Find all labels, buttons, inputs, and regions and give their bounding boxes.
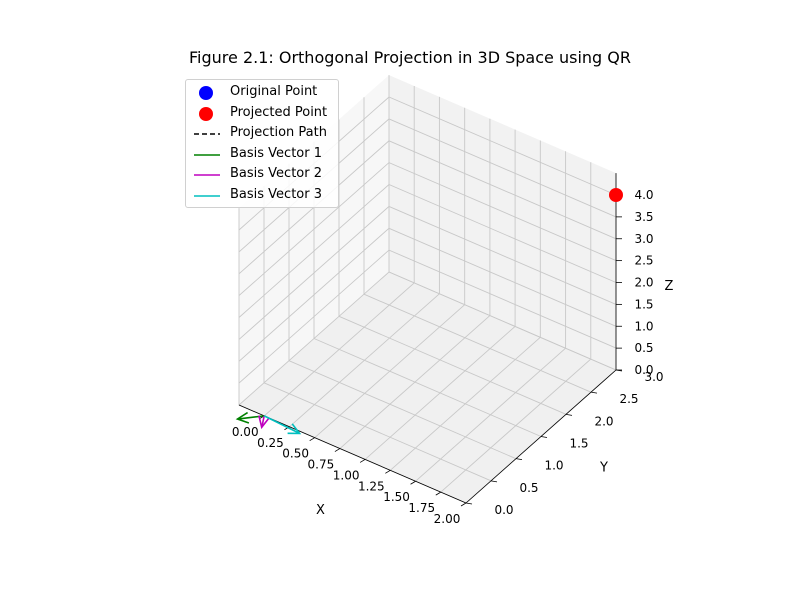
grid-line-z <box>238 205 617 340</box>
z-tick-label: 0.5 <box>634 341 653 355</box>
x-tick-label: 0.25 <box>257 436 284 450</box>
x-tick-label: 1.50 <box>383 490 410 504</box>
x-tick-label: 0.50 <box>282 447 309 461</box>
legend-item: Projected Point <box>186 104 338 124</box>
y-tick <box>490 480 498 483</box>
x-tick <box>435 491 441 496</box>
y-tick <box>590 391 598 394</box>
grid-line-z <box>238 183 617 318</box>
legend-label: Basis Vector 2 <box>230 166 323 182</box>
x-tick <box>309 437 315 442</box>
z-tick-label: 0.0 <box>634 363 653 377</box>
z-tick-label: 3.5 <box>634 210 653 224</box>
x-axis-label: X <box>316 503 325 518</box>
z-tick-label: 2.0 <box>634 276 653 290</box>
legend-label: Original Point <box>230 84 318 99</box>
basis-vector-3 <box>263 415 300 435</box>
y-tick-label: 0.5 <box>519 481 538 495</box>
z-tick-label: 3.0 <box>634 232 653 246</box>
grid-line-z <box>238 140 617 275</box>
y-tick <box>540 436 548 438</box>
legend-label: Basis Vector 1 <box>230 145 323 161</box>
y-tick-label: 0.0 <box>494 503 513 517</box>
z-axis-label: Z <box>665 279 674 294</box>
y-tick-label: 2.5 <box>619 392 638 406</box>
y-tick-label: 2.0 <box>594 414 613 428</box>
x-tick-label: 1.25 <box>358 479 385 493</box>
legend-marker <box>199 86 213 100</box>
x-tick <box>410 480 416 485</box>
y-tick <box>465 502 473 505</box>
grid-line-z <box>238 271 617 406</box>
legend-item: Projection Path <box>186 124 338 144</box>
x-tick <box>385 469 391 474</box>
y-tick <box>565 413 573 416</box>
projected-point-marker <box>609 188 623 202</box>
z-tick-label: 4.0 <box>634 188 653 202</box>
grid-line-z <box>238 227 617 362</box>
legend-marker <box>199 106 213 121</box>
legend: Original Point Projected Point Projection … <box>185 79 339 208</box>
y-tick-label: 3.0 <box>644 370 663 384</box>
z-tick-label: 2.5 <box>634 254 653 268</box>
grid-line-z <box>238 249 617 384</box>
legend-marker <box>194 133 220 135</box>
legend-marker <box>194 195 220 197</box>
axes: 0.000.250.500.751.001.251.501.752.00 0.0 0… <box>232 173 664 526</box>
basis-vector-3-arrowhead <box>287 423 302 435</box>
y-tick-label: 1.0 <box>544 459 563 473</box>
x-tick-label: 1.00 <box>333 468 360 482</box>
legend-label: Basis Vector 3 <box>230 187 323 202</box>
x-tick-label: 2.00 <box>434 512 461 526</box>
legend-label: Projected Point <box>230 104 328 120</box>
y-axis-label: Y <box>599 461 608 476</box>
y-tick <box>515 458 523 461</box>
data-marks <box>235 188 623 435</box>
legend-item: Basis Vector 2 <box>186 165 338 185</box>
legend-item: Basis Vector 3 <box>186 186 338 206</box>
legend-label: Projection Path <box>230 125 327 141</box>
basis-vector-2 <box>260 415 266 428</box>
legend-marker <box>194 153 220 156</box>
legend-item: Original Point <box>186 83 338 103</box>
z-tick-label: 1.5 <box>634 297 653 311</box>
chart-title: Figure 2.1: Orthogonal Projection in 3D … <box>189 48 631 67</box>
basis-vector-1-arrowhead <box>235 411 250 424</box>
x-tick-label: 0.75 <box>308 458 335 472</box>
x-tick <box>460 502 467 507</box>
x-tick-label: 1.75 <box>408 501 435 515</box>
legend-marker <box>194 174 220 177</box>
grid-line-z <box>238 162 617 296</box>
x-tick <box>359 459 366 463</box>
x-tick-label: 0.00 <box>232 425 259 439</box>
x-tick <box>334 448 341 452</box>
basis-vector-2-arrowhead <box>258 415 270 430</box>
y-tick-label: 1.5 <box>569 437 588 451</box>
z-tick-label: 1.0 <box>634 319 653 333</box>
legend-item: Basis Vector 1 <box>186 145 338 165</box>
